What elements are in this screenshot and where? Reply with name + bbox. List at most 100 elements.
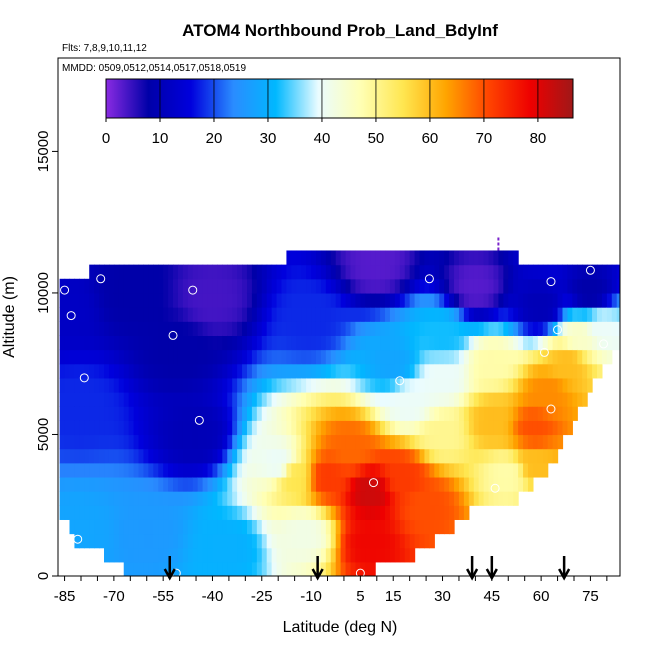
heat-cell	[365, 476, 371, 492]
heat-cell	[429, 462, 435, 478]
heat-cell	[572, 264, 578, 280]
heat-cell	[104, 377, 110, 393]
heat-cell	[513, 377, 519, 393]
heat-cell	[325, 377, 332, 393]
heat-cell	[74, 519, 80, 535]
heat-cell	[404, 363, 411, 379]
heat-cell	[557, 292, 564, 308]
heat-cell	[424, 321, 430, 336]
heat-cell	[168, 363, 174, 379]
colorbar-tick-label: 30	[260, 130, 277, 147]
heat-cell	[355, 335, 361, 351]
heat-cell	[547, 278, 554, 294]
heat-cell	[325, 392, 332, 407]
heat-cell	[296, 349, 302, 365]
heat-cell	[503, 392, 509, 407]
heat-cell	[133, 406, 140, 421]
heat-cell	[99, 533, 105, 549]
heat-cell	[345, 335, 352, 351]
heat-cell	[168, 321, 174, 336]
heat-cell	[108, 406, 115, 421]
heat-cell	[355, 491, 361, 506]
heat-cell	[143, 505, 149, 520]
heat-cell	[458, 434, 465, 450]
heat-cell	[311, 519, 317, 535]
heat-cell	[104, 533, 110, 549]
heat-cell	[409, 377, 416, 393]
heat-cell	[478, 420, 485, 436]
heat-cell	[542, 363, 549, 379]
heat-cell	[217, 476, 223, 492]
heat-cell	[133, 264, 140, 280]
heat-cell	[59, 349, 66, 365]
heat-cell	[414, 307, 421, 322]
heat-cell	[458, 278, 465, 294]
heat-cell	[256, 335, 263, 351]
heat-cell	[148, 462, 154, 478]
heat-cell	[64, 392, 71, 407]
heat-cell	[286, 349, 292, 365]
heat-cell	[444, 406, 450, 421]
heat-cell	[350, 462, 357, 478]
heat-cell	[315, 349, 322, 365]
heat-cell	[562, 349, 569, 365]
heat-cell	[315, 278, 322, 294]
heat-cell	[345, 420, 352, 436]
heat-cell	[315, 491, 322, 506]
heat-cell	[330, 519, 337, 535]
heat-cell	[582, 335, 588, 351]
heat-cell	[532, 363, 539, 379]
heat-cell	[458, 349, 465, 365]
heat-cell	[473, 264, 480, 280]
heat-cell	[463, 264, 470, 280]
heat-cell	[306, 491, 312, 506]
heat-cell	[355, 363, 361, 379]
heat-cell	[508, 292, 514, 308]
heat-cell	[128, 264, 135, 280]
heat-cell	[261, 505, 268, 520]
heat-cell	[439, 250, 445, 266]
heat-cell	[335, 349, 342, 365]
heat-cell	[207, 462, 214, 478]
heat-cell	[163, 406, 169, 421]
heat-cell	[113, 292, 120, 308]
heat-cell	[444, 476, 450, 492]
heat-cell	[557, 264, 564, 280]
heat-cell	[246, 406, 253, 421]
heat-cell	[523, 278, 529, 294]
heat-cell	[434, 278, 440, 294]
heat-cell	[311, 406, 317, 421]
heat-cell	[444, 420, 450, 436]
heat-cell	[177, 307, 184, 322]
heat-cell	[419, 377, 426, 393]
heat-cell	[582, 264, 588, 280]
heat-cell	[444, 307, 450, 322]
heat-cell	[173, 462, 179, 478]
heat-cell	[389, 307, 396, 322]
heat-cell	[419, 392, 426, 407]
heat-cell	[439, 491, 445, 506]
heat-cell	[251, 519, 258, 535]
heat-cell	[237, 292, 243, 308]
heat-cell	[242, 406, 248, 421]
heat-cell	[138, 363, 145, 379]
heat-cell	[99, 377, 105, 393]
heat-cell	[276, 264, 283, 280]
heat-cell	[330, 392, 337, 407]
heat-cell	[168, 264, 174, 280]
heat-cell	[138, 505, 145, 520]
heat-cell	[320, 519, 327, 535]
heat-cell	[301, 321, 307, 336]
heat-cell	[601, 307, 608, 322]
heat-cell	[577, 264, 583, 280]
heat-cell	[202, 278, 209, 294]
heat-cell	[296, 363, 302, 379]
heat-cell	[281, 462, 288, 478]
heat-cell	[355, 561, 361, 576]
heat-cell	[345, 349, 352, 365]
heat-cell	[281, 406, 288, 421]
heat-cell	[360, 392, 366, 407]
heat-cell	[133, 307, 140, 322]
heat-cell	[434, 434, 440, 450]
heat-cell	[197, 491, 204, 506]
